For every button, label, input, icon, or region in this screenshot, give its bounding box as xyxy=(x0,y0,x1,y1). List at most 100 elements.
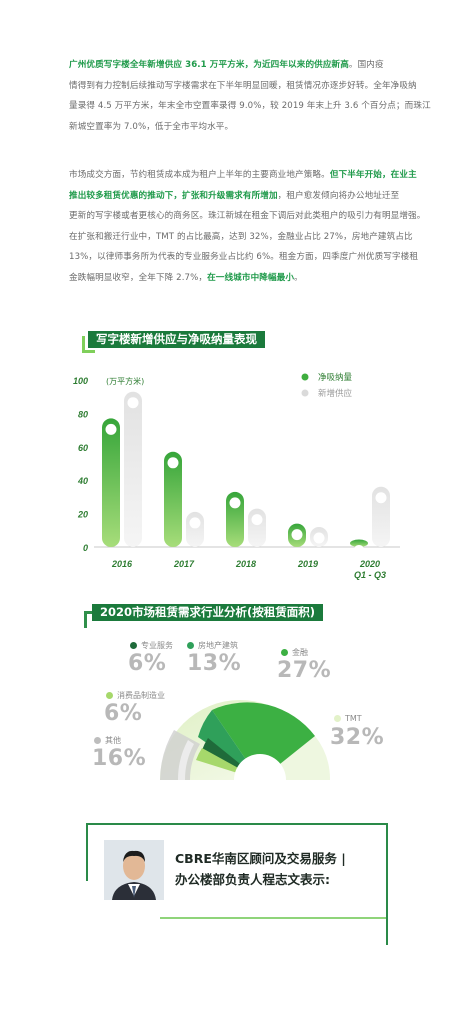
quote-frame xyxy=(86,823,388,945)
paragraph-line: 推出较多租赁优惠的推动下，扩张和升级需求有所增加，租户愈发倾向将办公地址迁至 xyxy=(69,186,403,207)
highlight-text: 推出较多租赁优惠的推动下，扩张和升级需求有所增加 xyxy=(69,190,278,201)
paragraph-line: 更新的写字楼或者更核心的商务区。珠江新城在租金下调后对此类租户的吸引力有明显增强… xyxy=(69,206,425,227)
paragraph-line: 量录得 4.5 万平方米，年末全市空置率录得 9.0%，较 2019 年末上升 … xyxy=(69,96,431,117)
legend-dot xyxy=(334,715,341,722)
chart2-title: 2020市场租赁需求行业分析(按租赁面积) xyxy=(92,603,324,621)
finance-segment xyxy=(212,702,315,780)
industry-name: 消费品制造业 xyxy=(117,691,165,700)
y-tick-label: 100 xyxy=(73,376,88,386)
paragraph-line: 金跌幅明显收窄，全年下降 2.7%，在一线城市中降幅最小。 xyxy=(69,268,403,289)
industry-name: 金融 xyxy=(292,648,308,657)
industry-pct-finance: 27% xyxy=(277,658,332,683)
paragraph-line: 在扩张和搬迁行业中，TMT 的占比最高，达到 32%，金融业占比 27%，房地产… xyxy=(69,227,413,248)
speaker-avatar-icon xyxy=(104,840,164,900)
y-tick-label: 60 xyxy=(78,443,88,453)
y-axis-unit: (万平方米) xyxy=(106,376,144,386)
bar-supply-cap xyxy=(375,492,387,504)
bar-supply-cap xyxy=(189,517,201,529)
legend-dot xyxy=(301,389,309,397)
legend-dot xyxy=(187,642,194,649)
y-tick-label: 20 xyxy=(77,510,88,520)
x-category-label: 2018 xyxy=(235,559,256,569)
industry-label-consumer: 消费品制造业 xyxy=(106,690,165,701)
x-category-label: 2020 xyxy=(359,559,380,569)
industry-label-other: 其他 xyxy=(94,735,121,746)
legend-dot xyxy=(130,642,137,649)
industry-label-tmt: TMT xyxy=(334,714,362,723)
industry-pct-tmt: 32% xyxy=(330,725,385,750)
paragraph-line: 市场成交方面，节约租赁成本成为租户上半年的主要商业地产策略。但下半年开始，在业主 xyxy=(69,165,417,186)
legend-label: 净吸纳量 xyxy=(318,372,353,383)
industry-label-professional: 专业服务 xyxy=(130,640,173,651)
chart1-title-text: 写字楼新增供应与净吸纳量表现 xyxy=(88,330,265,348)
industry-name: 其他 xyxy=(105,736,121,745)
supply-absorption-chart: 100 80 60 40 20 0 (万平方米) 2016 2017 2018 2019 2020Q1… xyxy=(73,372,400,580)
body-text: 市场成交方面，节约租赁成本成为租户上半年的主要商业地产策略。 xyxy=(69,170,330,180)
market-paragraph: 市场成交方面，节约租赁成本成为租户上半年的主要商业地产策略。但下半年开始，在业主… xyxy=(69,165,425,289)
speaker-heading: CBRE华南区顾问及交易服务 | 办公楼部负责人程志文表示: xyxy=(175,848,380,890)
legend-dot xyxy=(106,692,113,699)
bar-supply xyxy=(186,511,204,547)
intro-paragraph: 广州优质写字楼全年新增供应 36.1 万平方米，为近四年以来的供应新高。国内疫情… xyxy=(69,55,431,138)
x-category-label: 2016 xyxy=(111,559,133,569)
body-text: 更新的写字楼或者更核心的商务区。珠江新城在租金下调后对此类租户的吸引力有明显增强… xyxy=(69,211,426,221)
body-text: 新城空置率为 7.0%，低于全市平均水平。 xyxy=(69,121,234,132)
title-bracket-decoration-2 xyxy=(84,611,97,628)
industry-label-finance: 金融 xyxy=(281,647,308,658)
industry-name: 专业服务 xyxy=(141,641,173,650)
bar-supply xyxy=(372,486,390,547)
paragraph-line: 情得到有力控制后续推动写字楼需求在下半年明显回暖，租赁情况亦逐步好转。全年净吸纳 xyxy=(69,76,417,97)
body-text: 在扩张和搬迁行业中，TMT 的占比最高，达到 32%，金融业占比 27%，房地产… xyxy=(69,231,413,242)
bar-supply xyxy=(124,391,142,547)
y-tick-label: 80 xyxy=(78,409,88,419)
legend-dot xyxy=(301,373,309,381)
bar-absorption xyxy=(350,539,368,547)
paragraph-line: 新城空置率为 7.0%，低于全市平均水平。 xyxy=(69,117,403,138)
bar-supply-cap xyxy=(127,397,139,409)
quote-frame-left xyxy=(86,823,88,881)
speaker-line-2: 办公楼部负责人程志文表示: xyxy=(175,872,330,887)
industry-name: TMT xyxy=(345,714,362,723)
y-tick-label: 40 xyxy=(77,476,88,486)
body-text: 情得到有力控制后续推动写字楼需求在下半年明显回暖，租赁情况亦逐步好转。全年净吸纳 xyxy=(69,80,417,91)
legend-dot xyxy=(94,737,101,744)
legend-label: 新增供应 xyxy=(318,388,353,399)
legend-dot xyxy=(281,649,288,656)
industry-name: 房地产建筑 xyxy=(198,641,238,650)
bar-absorption-cap xyxy=(105,423,117,435)
industry-pct-realestate: 13% xyxy=(187,651,242,676)
bar-supply-cap xyxy=(251,514,263,526)
body-text: 金跌幅明显收窄，全年下降 2.7%， xyxy=(69,272,208,283)
speaker-photo xyxy=(104,840,164,900)
body-text: ，租户愈发倾向将办公地址迁至 xyxy=(277,190,400,201)
bar-absorption-cap xyxy=(353,544,365,556)
industry-pct-other: 16% xyxy=(92,746,147,771)
quote-frame-bottom xyxy=(160,917,386,919)
industry-pct-consumer: 6% xyxy=(104,701,143,726)
title-bracket-decoration xyxy=(82,336,95,353)
bar-absorption xyxy=(102,418,120,547)
highlight-text: 但下半年开始，在业主 xyxy=(329,170,417,180)
other-segment-inner xyxy=(177,740,194,780)
x-category-label: 2019 xyxy=(297,559,318,569)
body-text: 。国内疫 xyxy=(348,60,384,70)
highlight-text: 在一线城市中降幅最小 xyxy=(207,272,295,283)
bar-absorption xyxy=(164,451,182,547)
body-text: 量录得 4.5 万平方米，年末全市空置率录得 9.0%，较 2019 年末上升 … xyxy=(69,101,431,111)
industry-pct-professional: 6% xyxy=(128,651,167,676)
bar-absorption-cap xyxy=(229,497,241,509)
highlight-text: 广州优质写字楼全年新增供应 36.1 万平方米，为近四年以来的供应新高 xyxy=(69,60,349,70)
industry-semicircle-chart xyxy=(160,700,331,780)
y-tick-label: 0 xyxy=(83,543,88,553)
chart-center-hole xyxy=(234,754,286,780)
paragraph-line: 13%，以律师事务所为代表的专业服务业占比约 6%。租金方面，四季度广州优质写字… xyxy=(69,247,418,268)
paragraph-line: 广州优质写字楼全年新增供应 36.1 万平方米，为近四年以来的供应新高。国内疫 xyxy=(69,55,403,76)
bar-absorption-cap xyxy=(291,529,303,541)
x-category-label: Q1 - Q3 xyxy=(354,570,386,580)
bar-absorption-cap xyxy=(167,457,179,469)
body-text: 13%，以律师事务所为代表的专业服务业占比约 6%。租金方面，四季度广州优质写字… xyxy=(69,252,419,262)
chart1-title: 写字楼新增供应与净吸纳量表现 xyxy=(88,330,265,348)
x-category-label: 2017 xyxy=(173,559,195,569)
chart2-title-text: 2020市场租赁需求行业分析(按租赁面积) xyxy=(92,603,324,621)
industry-label-realestate: 房地产建筑 xyxy=(187,640,238,651)
